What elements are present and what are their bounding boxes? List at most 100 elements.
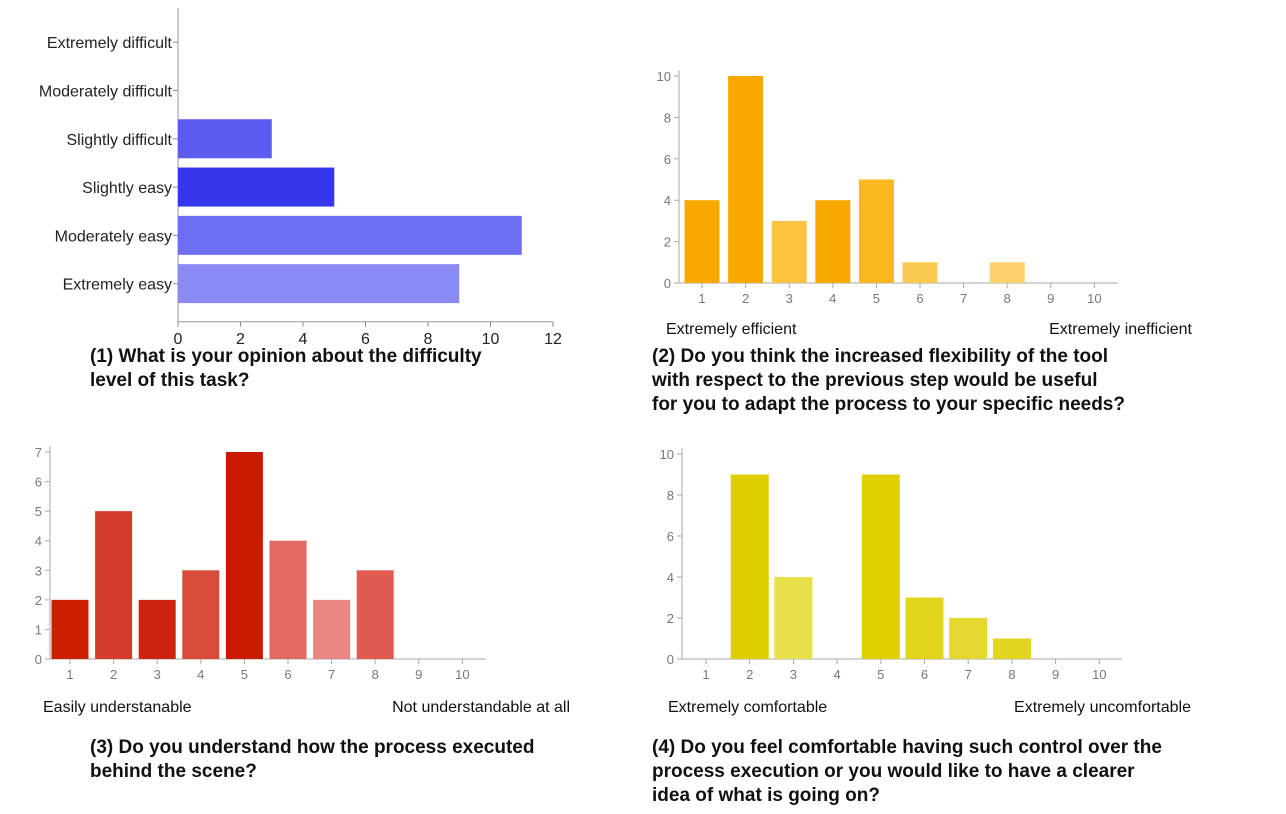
chart-3-bar bbox=[95, 511, 133, 659]
chart-2-bar bbox=[684, 200, 720, 283]
chart-3-x-tick-label: 5 bbox=[241, 667, 248, 682]
chart-3-y-tick-label: 1 bbox=[35, 622, 42, 637]
chart-2-scale-right-label: Extremely inefficient bbox=[1049, 321, 1192, 338]
caption-chart-1: (1) What is your opinion about the diffi… bbox=[90, 345, 482, 393]
chart-4-x-tick-label: 7 bbox=[965, 667, 972, 682]
chart-3-y-tick-label: 7 bbox=[35, 445, 42, 460]
chart-2-x-tick-label: 5 bbox=[873, 291, 880, 306]
chart-3-bar bbox=[356, 570, 394, 659]
chart-2-x-tick-label: 1 bbox=[698, 291, 705, 306]
chart-1-category-label: Slightly easy bbox=[82, 180, 172, 197]
chart-3-y-tick-label: 5 bbox=[35, 504, 42, 519]
chart-1-bar bbox=[178, 167, 335, 207]
chart-2-x-tick-label: 3 bbox=[786, 291, 793, 306]
chart-3-bar bbox=[225, 452, 263, 659]
chart-4-x-tick-label: 2 bbox=[746, 667, 753, 682]
chart-1-x-tick-label: 6 bbox=[361, 331, 370, 348]
chart-4-y-tick-label: 0 bbox=[667, 652, 674, 667]
chart-3-x-tick-label: 10 bbox=[455, 667, 469, 682]
chart-1-x-tick-label: 12 bbox=[544, 331, 562, 348]
caption-line: for you to adapt the process to your spe… bbox=[652, 394, 1125, 415]
chart-1-x-tick-label: 10 bbox=[482, 331, 500, 348]
chart-4-x-tick-label: 5 bbox=[877, 667, 884, 682]
chart-3-bar bbox=[182, 570, 220, 659]
chart-4-y-tick-label: 6 bbox=[667, 529, 674, 544]
chart-1-x-tick-label: 4 bbox=[299, 331, 308, 348]
caption-line: (3) Do you understand how the process ex… bbox=[90, 737, 535, 758]
chart-4-bar bbox=[730, 474, 769, 659]
chart-3-x-tick-label: 8 bbox=[372, 667, 379, 682]
chart-3-y-tick-label: 2 bbox=[35, 593, 42, 608]
chart-4-y-tick-label: 4 bbox=[667, 570, 674, 585]
chart-4-x-tick-label: 4 bbox=[833, 667, 840, 682]
chart-4-x-tick-label: 1 bbox=[702, 667, 709, 682]
chart-3-scale-right-label: Not understandable at all bbox=[392, 699, 570, 716]
chart-3-bar bbox=[313, 599, 351, 659]
chart-1-category-label: Extremely easy bbox=[63, 277, 172, 294]
chart-2-x-tick-label: 4 bbox=[829, 291, 836, 306]
chart-4-y-tick-label: 10 bbox=[660, 447, 674, 462]
chart-4-bar bbox=[861, 474, 900, 659]
chart-1-category-label: Slightly difficult bbox=[66, 132, 172, 149]
caption-chart-4: (4) Do you feel comfortable having such … bbox=[652, 736, 1162, 808]
caption-chart-3: (3) Do you understand how the process ex… bbox=[90, 736, 534, 784]
chart-3-bar bbox=[51, 599, 89, 659]
chart-3-x-tick-label: 4 bbox=[197, 667, 204, 682]
chart-4-scale-right-label: Extremely uncomfortable bbox=[1014, 699, 1191, 716]
caption-line: idea of what is going on? bbox=[652, 785, 880, 806]
caption-line: process execution or you would like to h… bbox=[652, 761, 1135, 782]
chart-2-bar bbox=[815, 200, 851, 283]
caption-line: with respect to the previous step would … bbox=[652, 370, 1098, 391]
chart-2-bar bbox=[858, 179, 894, 283]
chart-4-y-tick-label: 2 bbox=[667, 611, 674, 626]
chart-1-category-label: Extremely difficult bbox=[47, 35, 173, 52]
chart-2-x-tick-label: 9 bbox=[1047, 291, 1054, 306]
chart-2-y-tick-label: 4 bbox=[664, 193, 671, 208]
chart-3-x-tick-label: 2 bbox=[110, 667, 117, 682]
chart-3-y-tick-label: 6 bbox=[35, 475, 42, 490]
chart-2-scale-left-label: Extremely efficient bbox=[666, 321, 797, 338]
chart-4-x-tick-label: 9 bbox=[1052, 667, 1059, 682]
chart-2-y-tick-label: 10 bbox=[657, 69, 671, 84]
caption-line: (4) Do you feel comfortable having such … bbox=[652, 737, 1162, 758]
caption-line: (1) What is your opinion about the diffi… bbox=[90, 346, 482, 367]
chart-2-y-tick-label: 8 bbox=[664, 110, 671, 125]
chart-3-x-tick-label: 3 bbox=[154, 667, 161, 682]
caption-line: behind the scene? bbox=[90, 761, 257, 782]
chart-3-bar bbox=[269, 540, 307, 659]
chart-1-category-label: Moderately difficult bbox=[39, 83, 173, 100]
chart-2-y-tick-label: 0 bbox=[664, 276, 671, 291]
caption-chart-2: (2) Do you think the increased flexibili… bbox=[652, 345, 1125, 417]
chart-4-x-tick-label: 10 bbox=[1092, 667, 1106, 682]
chart-4-scale-left-label: Extremely comfortable bbox=[668, 699, 827, 716]
chart-1-x-tick-label: 0 bbox=[174, 331, 183, 348]
chart-3-x-tick-label: 9 bbox=[415, 667, 422, 682]
chart-2-bar bbox=[771, 220, 807, 283]
caption-line: (2) Do you think the increased flexibili… bbox=[652, 346, 1109, 367]
chart-1-x-tick-label: 8 bbox=[424, 331, 433, 348]
chart-2-x-tick-label: 8 bbox=[1004, 291, 1011, 306]
chart-3-x-tick-label: 1 bbox=[66, 667, 73, 682]
chart-2-x-tick-label: 6 bbox=[916, 291, 923, 306]
chart-3-x-tick-label: 6 bbox=[284, 667, 291, 682]
caption-line: level of this task? bbox=[90, 370, 250, 391]
chart-1-bar bbox=[178, 215, 522, 255]
chart-4-bar bbox=[992, 638, 1031, 659]
chart-3-x-tick-label: 7 bbox=[328, 667, 335, 682]
chart-1-x-tick-label: 2 bbox=[236, 331, 245, 348]
chart-2-bar bbox=[728, 76, 764, 283]
chart-2-y-tick-label: 2 bbox=[664, 235, 671, 250]
chart-2-x-tick-label: 10 bbox=[1087, 291, 1101, 306]
chart-4-x-tick-label: 8 bbox=[1008, 667, 1015, 682]
chart-4-bar bbox=[949, 618, 988, 659]
chart-4-x-tick-label: 6 bbox=[921, 667, 928, 682]
chart-4-bar bbox=[774, 577, 813, 659]
chart-4-x-tick-label: 3 bbox=[790, 667, 797, 682]
chart-3-scale-left-label: Easily understanable bbox=[43, 699, 192, 716]
chart-3-bar bbox=[138, 599, 176, 659]
chart-2-bar bbox=[989, 262, 1025, 283]
chart-1-bar bbox=[178, 264, 460, 304]
chart-2-x-tick-label: 7 bbox=[960, 291, 967, 306]
chart-2-bar bbox=[902, 262, 938, 283]
